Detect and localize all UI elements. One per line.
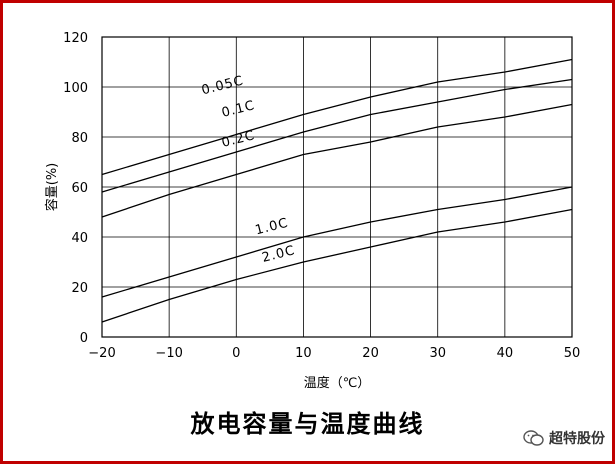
y-tick-label: 0: [80, 331, 88, 346]
x-tick-label: 0: [232, 346, 240, 361]
series-label-0-1C: 0.1C: [220, 98, 256, 121]
y-tick-label: 40: [71, 231, 88, 246]
x-tick-label: 30: [429, 346, 446, 361]
y-tick-label: 100: [63, 81, 88, 96]
y-tick-label: 60: [71, 181, 88, 196]
series-line-0-05C: [101, 58, 573, 176]
y-tick-label: 20: [71, 281, 88, 296]
y-tick-label: 120: [63, 31, 88, 46]
series-line-1-0C: [101, 186, 573, 298]
x-axis-label: 温度（℃）: [304, 375, 371, 391]
x-tick-label: 20: [362, 346, 379, 361]
brand-watermark: 超特股份: [523, 428, 605, 448]
series-label-0-05C: 0.05C: [200, 73, 245, 98]
series-line-0-2C: [101, 103, 573, 218]
series-line-2-0C: [101, 208, 573, 323]
series-label-2-0C: 2.0C: [260, 243, 296, 266]
brand-name: 超特股份: [549, 431, 605, 447]
chart-title: 放电容量与温度曲线: [190, 409, 425, 438]
y-tick-label: 80: [71, 131, 88, 146]
series-line-0-1C: [101, 78, 573, 193]
series-label-1-0C: 1.0C: [254, 216, 290, 239]
x-tick-label: 40: [497, 346, 514, 361]
wechat-icon: [523, 430, 544, 446]
x-tick-label: −10: [155, 346, 182, 361]
x-tick-label: 50: [564, 346, 581, 361]
y-axis-label: 容量(%): [44, 163, 60, 212]
x-tick-label: 10: [295, 346, 312, 361]
x-tick-label: −20: [88, 346, 115, 361]
